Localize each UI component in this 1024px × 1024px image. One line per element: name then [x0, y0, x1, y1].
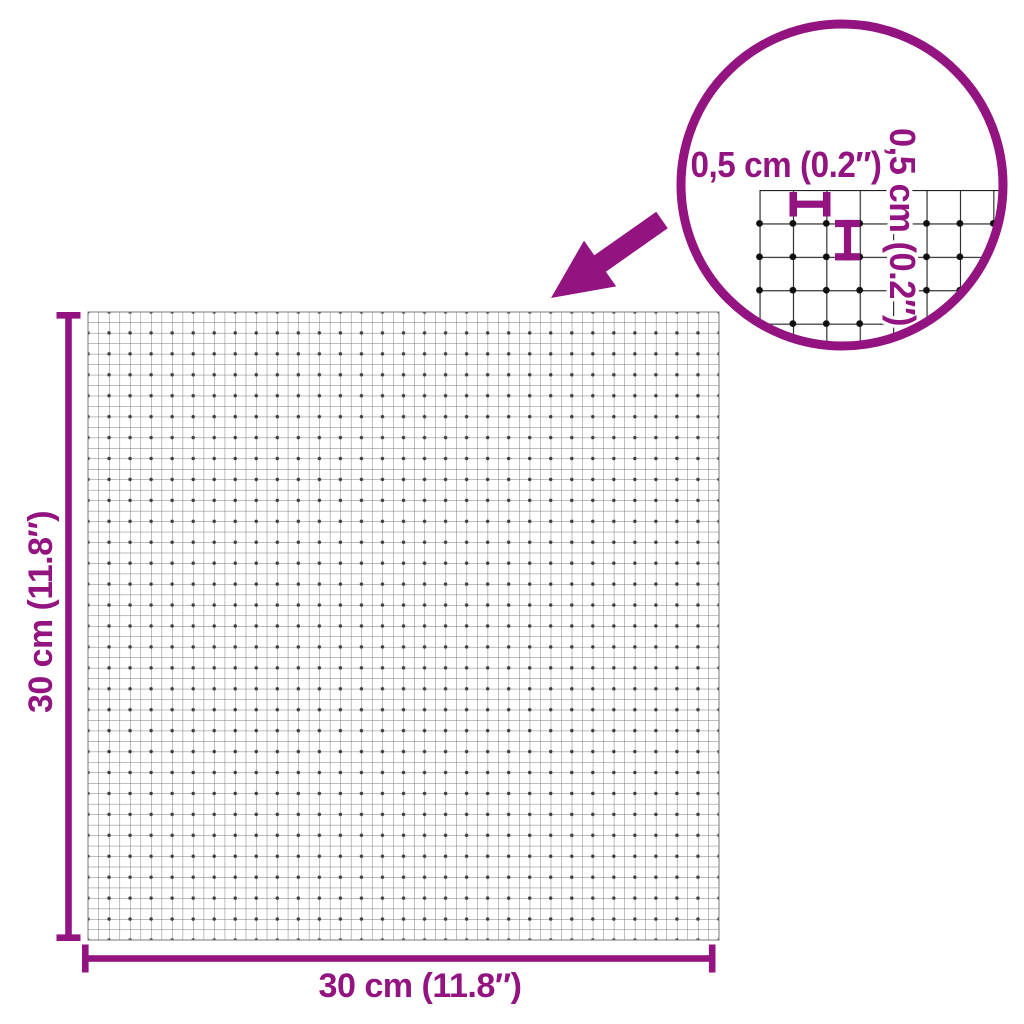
width-dimension-cap-left [82, 944, 89, 973]
width-dimension-label: 30 cm (11.8″) [319, 967, 522, 1005]
height-dimension-cap-bottom [56, 934, 81, 941]
height-dimension-label: 30 cm (11.8″) [22, 511, 60, 713]
zoom-arrow-icon [551, 211, 668, 298]
inset-mesh-width-label: 0,5 cm (0.2″) [691, 144, 882, 185]
mesh-grid-border [87, 311, 720, 941]
height-dimension-line [56, 312, 81, 941]
cell-height-marker [835, 219, 860, 261]
width-dimension-shaft [82, 955, 716, 962]
width-dimension-cap-right [708, 944, 716, 973]
height-dimension-cap-top [56, 312, 81, 319]
cell-width-marker-shaft [789, 200, 831, 208]
width-dimension-line [82, 944, 716, 973]
cell-height-marker-shaft [843, 219, 852, 261]
magnifier-ring [676, 19, 1008, 351]
magnifier-inset: 0,5 cm (0.2″) 0,5 cm (0.2″) [676, 19, 1008, 351]
mesh-panel [87, 311, 720, 941]
inset-mesh-height-label: 0,5 cm (0.2″) [882, 128, 923, 326]
mesh-grid-dots [88, 312, 719, 940]
height-dimension-shaft [65, 312, 72, 941]
cell-width-marker [789, 192, 831, 217]
